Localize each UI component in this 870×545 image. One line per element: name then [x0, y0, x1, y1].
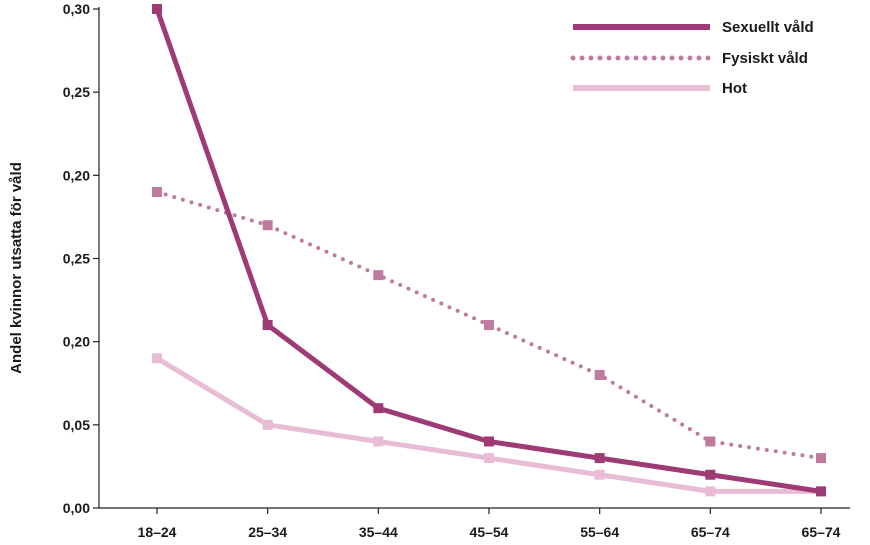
data-point [594, 453, 605, 464]
legend-item: Sexuellt våld [573, 19, 814, 36]
data-point [262, 320, 273, 331]
data-point [262, 419, 273, 430]
y-tick-label: 0,25 [63, 251, 90, 267]
data-point [705, 469, 716, 480]
data-point [152, 4, 162, 14]
y-tick-label: 0,25 [63, 84, 90, 100]
y-tick-label: 0,05 [63, 417, 90, 433]
x-tick-label: 25–34 [248, 524, 287, 540]
y-tick-label: 0,20 [63, 334, 90, 350]
legend-label: Sexuellt våld [722, 19, 814, 36]
data-point [262, 220, 273, 231]
data-point [705, 436, 716, 447]
data-point [484, 436, 494, 447]
series-line [155, 356, 821, 494]
data-point [373, 403, 384, 414]
x-tick-label: 18–24 [138, 524, 177, 540]
x-tick-label: 55–64 [580, 524, 619, 540]
series-layer [152, 4, 826, 497]
x-tick-label: 65–74 [691, 524, 730, 540]
y-tick-label: 0,30 [63, 1, 90, 17]
data-point [594, 369, 605, 380]
legend-item: Hot [573, 80, 747, 97]
data-point [594, 469, 605, 480]
axes: 0,00 0,05 0,20 0,25 0,20 0,25 0,30 18–24 25–34 35… [63, 1, 850, 540]
legend-label: Hot [722, 80, 747, 97]
series-0 [152, 4, 826, 497]
data-point [152, 186, 162, 197]
y-tick-label: 0,00 [63, 500, 90, 516]
data-point [816, 486, 826, 497]
series-1 [152, 186, 826, 464]
y-axis-title: Andel kvinnor utsatta för våld [8, 162, 25, 374]
data-point [152, 353, 162, 364]
data-point [705, 486, 716, 497]
data-point [484, 320, 494, 331]
data-point [373, 270, 384, 281]
x-tick-label: 65–74 [802, 524, 841, 540]
x-tick-label: 45–54 [470, 524, 509, 540]
x-tick-label: 35–44 [359, 524, 398, 540]
legend-item: Fysiskt våld [570, 50, 808, 67]
data-point [816, 453, 826, 464]
legend-label: Fysiskt våld [722, 50, 808, 67]
data-point [484, 453, 494, 464]
y-tick-label: 0,20 [63, 167, 90, 183]
data-point [373, 436, 384, 447]
legend: Sexuellt våld Fysiskt våld Hot [570, 19, 814, 97]
